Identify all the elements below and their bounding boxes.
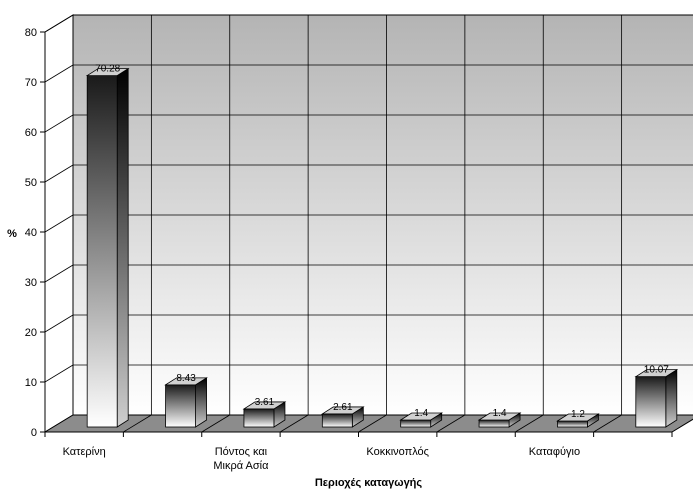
x-axis-title: Περιοχές καταγωγής (315, 477, 423, 489)
floor-line (358, 414, 387, 433)
bar (635, 376, 667, 428)
bar (400, 419, 432, 428)
x-tick-label: Καταφύγιο (529, 446, 580, 458)
y-tick-label: 10 (25, 377, 37, 389)
data-label: 1.4 (414, 408, 428, 419)
bar (557, 420, 588, 428)
y-tick-label: 20 (25, 327, 37, 339)
bar (165, 384, 196, 428)
y-tick-label: 60 (25, 127, 37, 139)
floor-line (201, 414, 230, 433)
data-label: 70.28 (95, 64, 120, 75)
gridline-side (44, 164, 74, 183)
bar-top (164, 377, 208, 386)
y-axis-title: % (7, 228, 17, 240)
bar-top (85, 68, 130, 76)
gridline-side (44, 114, 74, 133)
data-label: 1.2 (571, 409, 585, 420)
x-tick-label: Μικρά Ασία (213, 460, 269, 472)
bar-top (242, 401, 287, 410)
data-label: 3.61 (255, 397, 275, 408)
gridline-side (44, 314, 74, 333)
bar-top (399, 412, 444, 421)
floor-line (436, 414, 466, 433)
y-tick-label: 0 (31, 427, 37, 439)
y-tick-label: 70 (25, 77, 37, 89)
bar-side (116, 67, 129, 428)
y-tick-label: 50 (25, 177, 37, 189)
data-label: 8.43 (176, 373, 196, 384)
y-tick-label: 30 (25, 277, 37, 289)
data-label: 10.07 (644, 365, 669, 376)
x-tick-label: Κοκκινοπλός (366, 446, 429, 458)
gridline-side (44, 64, 74, 83)
bar-top (634, 369, 679, 378)
y-tick-label: 80 (25, 27, 37, 39)
gridline-side (44, 364, 74, 383)
bar (86, 75, 118, 428)
data-label: 1.4 (493, 408, 507, 419)
bar-top (320, 406, 365, 415)
x-tick-label: Πόντος και (215, 446, 268, 458)
floor-line (279, 414, 309, 433)
bar-side (195, 377, 207, 428)
bar-top (556, 413, 600, 422)
bar (243, 408, 275, 428)
floor-line (123, 414, 152, 433)
bar (478, 419, 510, 428)
x-tick-label: Κατερίνη (63, 446, 106, 458)
data-label: 2.61 (333, 402, 353, 413)
y-tick-label: 40 (25, 227, 37, 239)
gridline-side (44, 214, 74, 233)
floor-line (515, 414, 544, 433)
bar (321, 413, 353, 428)
bar-top (477, 412, 522, 421)
gridline-side (44, 264, 74, 283)
gridline-side (44, 14, 74, 33)
floor-line (593, 414, 622, 433)
bar-side (665, 368, 678, 428)
